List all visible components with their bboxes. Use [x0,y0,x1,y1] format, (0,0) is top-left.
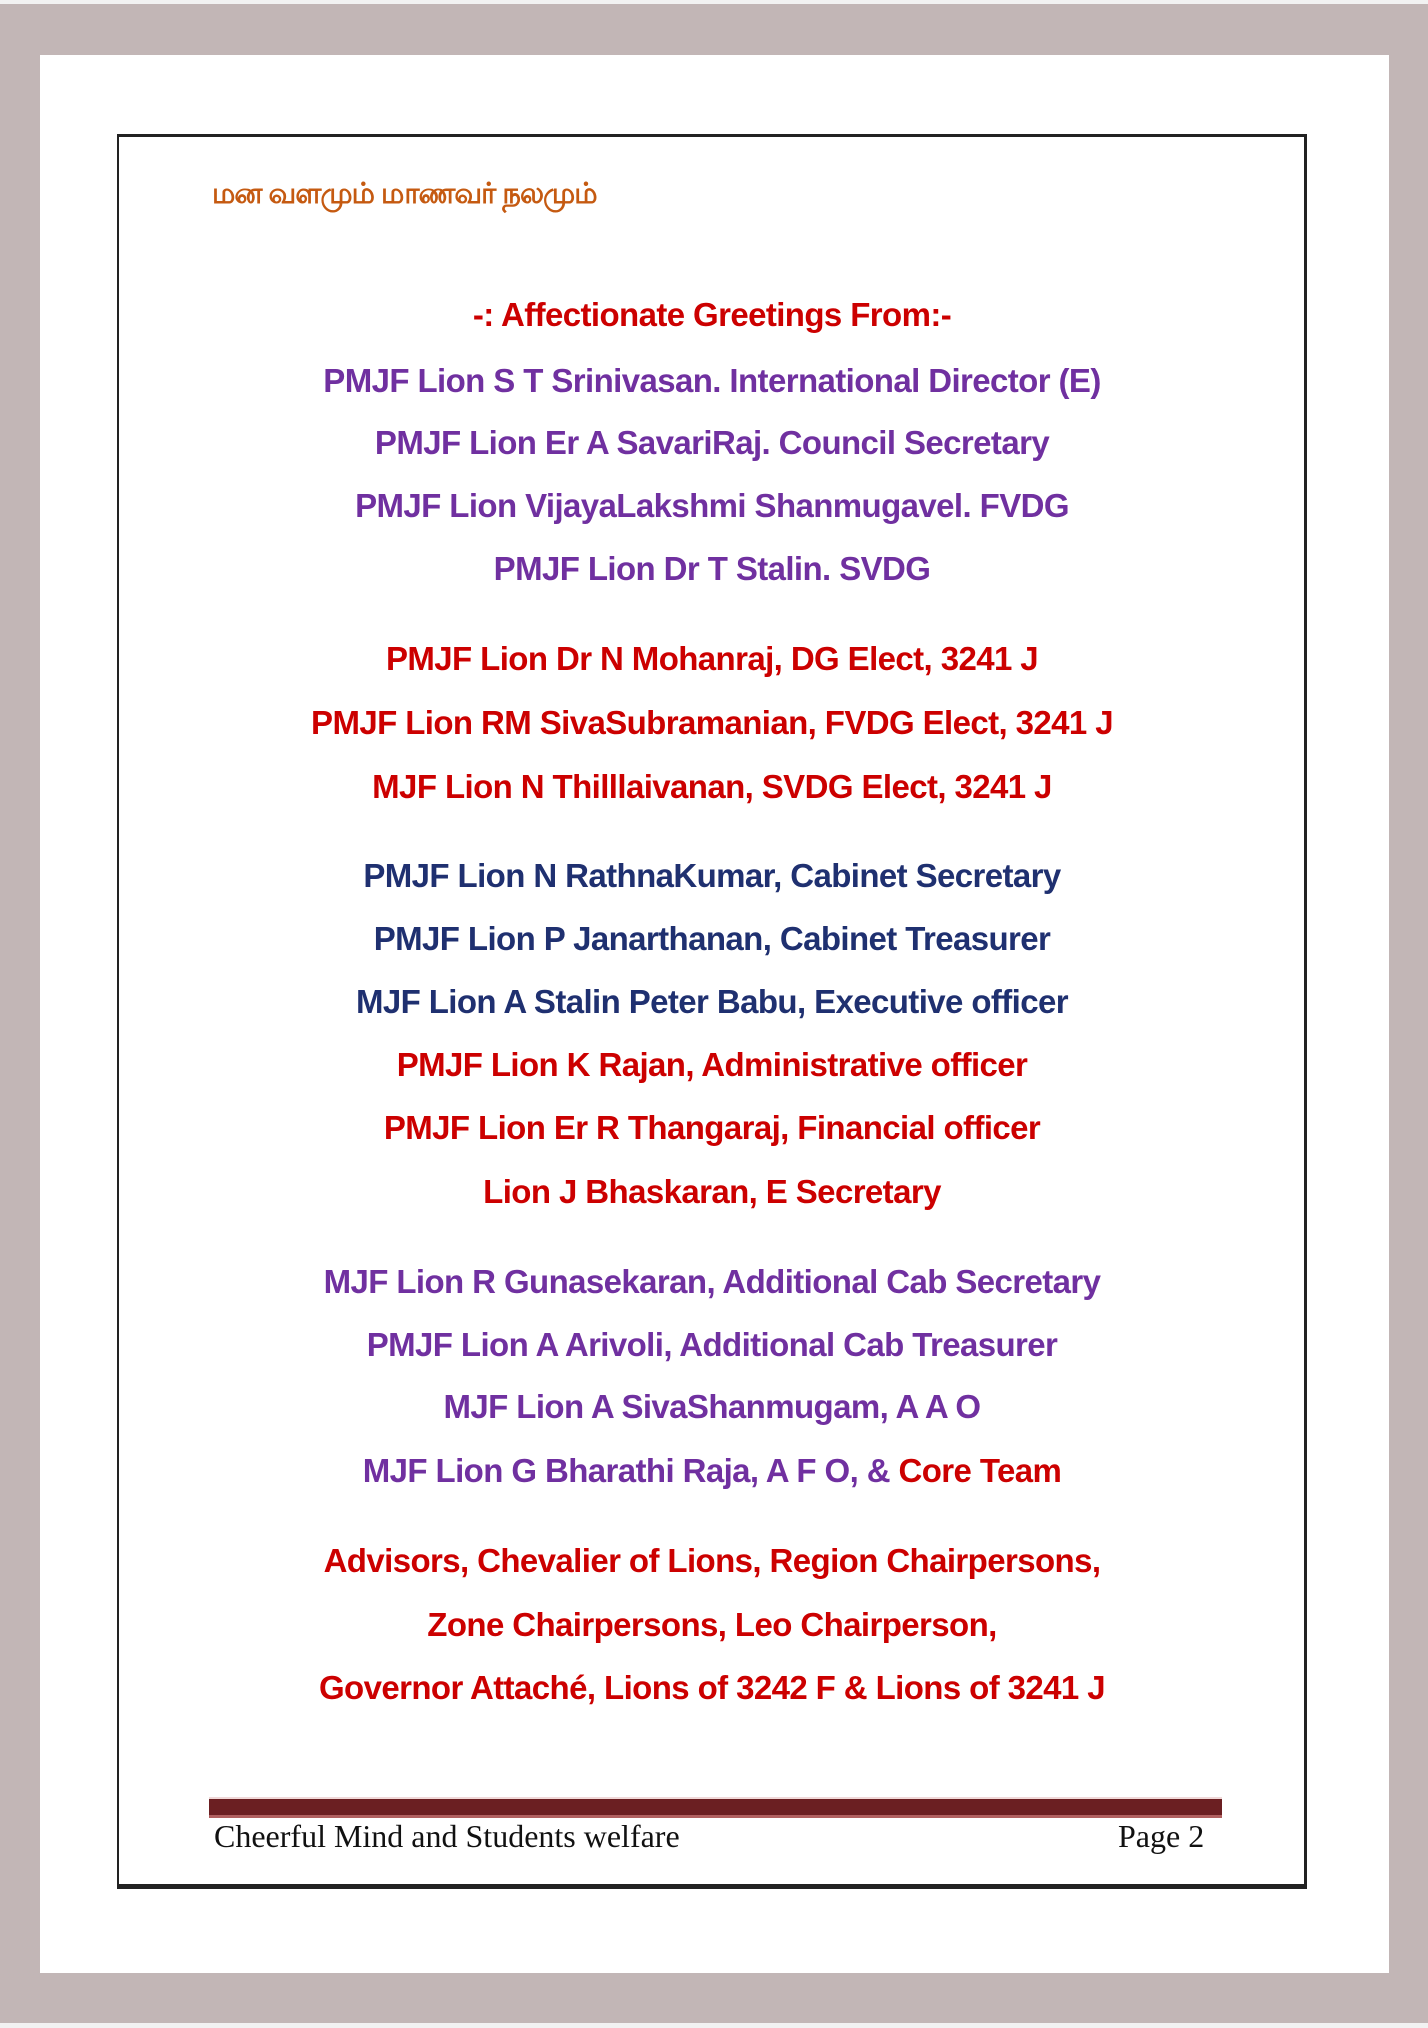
footer-divider [209,1797,1222,1815]
greeting-line: PMJF Lion S T Srinivasan. International … [323,362,1101,399]
core-team-text: Core Team [889,1452,1062,1489]
greeting-line: Advisors, Chevalier of Lions, Region Cha… [323,1542,1101,1579]
page-border [117,134,1307,1889]
bottom-strip [0,2023,1428,2028]
greeting-line: MJF Lion N Thilllaivanan, SVDG Elect, 32… [372,768,1052,805]
greeting-heading: -: Affectionate Greetings From:- [472,296,952,333]
greeting-line: MJF Lion R Gunasekaran, Additional Cab S… [323,1263,1101,1300]
footer-title: Cheerful Mind and Students welfare [214,1818,680,1854]
greeting-line-purple-part: MJF Lion G Bharathi Raja, A F O, & [362,1452,891,1489]
greeting-line: Governor Attaché, Lions of 3242 F & Lion… [318,1669,1106,1706]
page-sheet [40,55,1389,1973]
greeting-line: Lion J Bhaskaran, E Secretary [483,1173,941,1210]
greeting-line: MJF Lion A Stalin Peter Babu, Executive … [355,983,1069,1020]
greeting-line: PMJF Lion Dr T Stalin. SVDG [493,550,931,587]
greeting-line: PMJF Lion RM SivaSubramanian, FVDG Elect… [311,704,1114,741]
greeting-line: PMJF Lion N RathnaKumar, Cabinet Secreta… [363,857,1061,894]
top-strip [0,0,1428,4]
greeting-line: PMJF Lion P Janarthanan, Cabinet Treasur… [373,920,1051,957]
greeting-line: PMJF Lion A Arivoli, Additional Cab Trea… [366,1326,1058,1363]
greeting-line: PMJF Lion Dr N Mohanraj, DG Elect, 3241 … [385,640,1039,677]
greeting-line: PMJF Lion VijayaLakshmi Shanmugavel. FVD… [355,487,1069,524]
greeting-line: MJF Lion A SivaShanmugam, A A O [443,1388,982,1425]
greeting-line: Zone Chairpersons, Leo Chairperson, [427,1606,997,1643]
page-number: Page 2 [1118,1818,1205,1854]
header-tamil-title: மன வளமும் மாணவர் நலமும் [212,178,598,210]
greeting-line: PMJF Lion Er A SavariRaj. Council Secret… [374,424,1050,461]
greeting-line-core-team: MJF Lion G Bharathi Raja, A F O, & Core … [117,1452,1307,1490]
greeting-line: PMJF Lion K Rajan, Administrative office… [396,1046,1028,1083]
greeting-line: PMJF Lion Er R Thangaraj, Financial offi… [383,1109,1041,1146]
